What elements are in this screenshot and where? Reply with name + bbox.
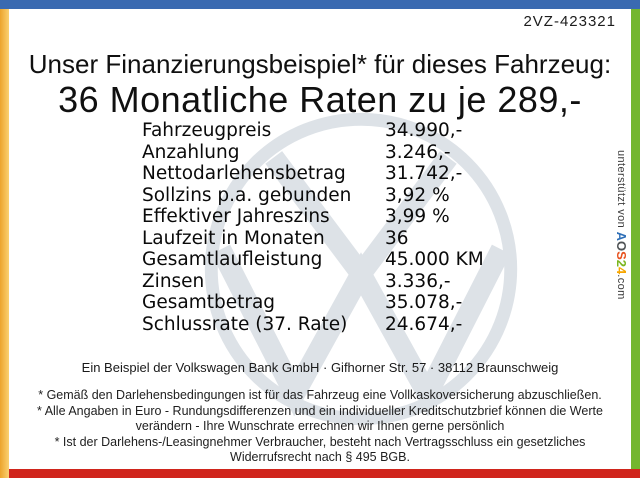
table-row: Nettodarlehensbetrag 31.742,-: [142, 163, 582, 185]
footnote-line: * Gemäß den Darlehensbedingungen ist für…: [38, 388, 602, 402]
table-row: Fahrzeugpreis 34.990,-: [142, 120, 582, 142]
table-row: Gesamtbetrag 35.078,-: [142, 292, 582, 314]
table-row: Laufzeit in Monaten 36: [142, 228, 582, 250]
footnote-line: * Ist der Darlehens-/Leasingnehmer Verbr…: [54, 435, 586, 449]
row-label: Gesamtlaufleistung: [142, 249, 323, 270]
aos24-logo-letter-o: O: [614, 241, 629, 252]
bank-address-line: Ein Beispiel der Volkswagen Bank GmbH · …: [81, 360, 559, 375]
frame-right-bar: [631, 9, 640, 469]
footnote-angaben-euro: * Alle Angaben in Euro - Rundungsdiffere…: [9, 404, 631, 433]
page-title: Unser Finanzierungsbeispiel* für dieses …: [28, 49, 612, 79]
credit-suffix: .com: [615, 274, 627, 300]
aos24-logo-digit-4: 4: [614, 267, 629, 275]
footnote-line: * Alle Angaben in Euro - Rundungsdiffere…: [37, 404, 603, 418]
table-row: Gesamtlaufleistung 45.000 KM: [142, 249, 582, 271]
row-value: 24.674,-: [385, 313, 463, 335]
row-value: 3.336,-: [385, 270, 451, 292]
row-value: 3,92 %: [385, 184, 450, 206]
footnote-widerrufsrecht: * Ist der Darlehens-/Leasingnehmer Verbr…: [9, 435, 631, 464]
row-label: Sollzins p.a. gebunden: [142, 184, 352, 206]
frame-top-bar: [0, 0, 640, 9]
row-value: 36: [385, 227, 409, 249]
frame-left-bar: [0, 9, 9, 478]
table-row: Sollzins p.a. gebunden 3,92 %: [142, 185, 582, 207]
frame-bottom-bar: [9, 469, 640, 478]
row-label: Zinsen: [142, 270, 205, 292]
row-label: Gesamtbetrag: [142, 292, 276, 313]
financing-table: Fahrzeugpreis 34.990,- Anzahlung 3.246,-…: [142, 120, 582, 335]
row-label: Schlussrate (37. Rate): [142, 313, 348, 335]
aos24-logo-letter-s: S: [614, 251, 629, 260]
vw-logo-icon: [200, 108, 522, 430]
footnote-line: verändern - Ihre Wunschrate errechnen wi…: [135, 418, 505, 433]
row-value: 3,99 %: [385, 206, 450, 227]
row-value: 31.742,-: [385, 163, 463, 184]
aos24-logo-digit-2: 2: [614, 259, 629, 268]
row-value: 34.990,-: [385, 120, 463, 141]
row-label: Fahrzeugpreis: [142, 120, 272, 141]
footnote-vollkasko: * Gemäß den Darlehensbedingungen ist für…: [9, 388, 631, 403]
table-row: Zinsen 3.336,-: [142, 271, 582, 293]
vehicle-code: 2VZ-423321: [523, 13, 616, 30]
aos24-logo-letter-a: A: [614, 231, 629, 241]
footnote-line: Widerrufsrecht nach § 495 BGB.: [230, 449, 410, 464]
page-subtitle-rate: 36 Monatliche Raten zu je 289,-: [58, 79, 582, 120]
credit-prefix: unterstützt von: [615, 150, 627, 232]
row-value: 45.000 KM: [385, 249, 484, 270]
row-value: 3.246,-: [385, 141, 451, 163]
row-value: 35.078,-: [385, 292, 463, 313]
table-row: Schlussrate (37. Rate) 24.674,-: [142, 314, 582, 336]
table-row: Anzahlung 3.246,-: [142, 142, 582, 164]
row-label: Anzahlung: [142, 141, 240, 163]
table-row: Effektiver Jahreszins 3,99 %: [142, 206, 582, 228]
row-label: Effektiver Jahreszins: [142, 206, 330, 227]
supported-by-credit: unterstützt von AOS24.com: [614, 150, 629, 470]
row-label: Laufzeit in Monaten: [142, 227, 325, 249]
row-label: Nettodarlehensbetrag: [142, 163, 346, 184]
